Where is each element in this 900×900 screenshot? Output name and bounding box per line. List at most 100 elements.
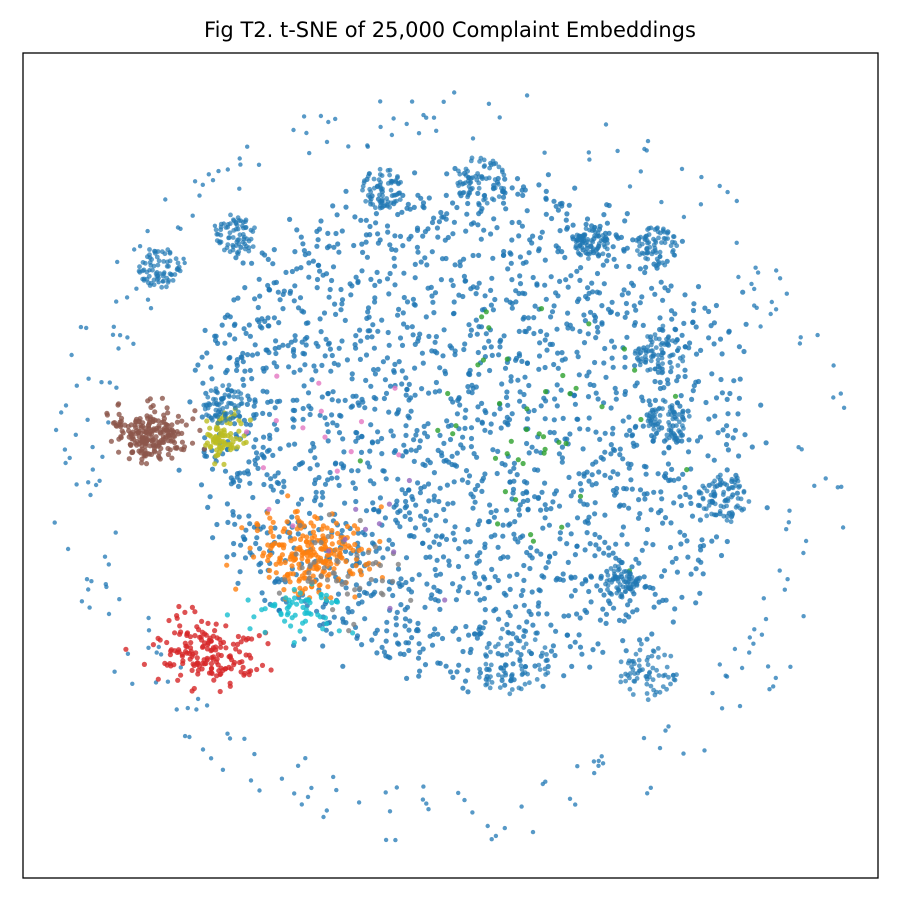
point-2220 [662,515,669,521]
point-1435 [287,288,294,294]
point-1682 [688,500,694,506]
plot-frame [22,52,879,879]
point-511 [413,448,419,454]
point-1157 [433,379,439,386]
point-2041 [657,315,663,321]
point-2789 [331,551,337,557]
point-4053 [497,685,503,690]
point-1351 [574,349,580,355]
point-2187 [408,533,414,539]
point-1506 [409,635,415,641]
point-203 [409,99,415,104]
point-1131 [640,398,646,404]
point-909 [514,472,520,478]
point-1898 [386,342,392,348]
point-1008 [490,255,496,261]
point-564 [368,422,374,428]
point-1621 [247,521,253,527]
point-3666 [660,260,665,266]
point-3943 [627,586,632,592]
point-2704 [310,529,316,535]
point-1505 [460,445,466,451]
point-1243 [570,236,576,242]
point-1709 [315,237,321,243]
point-1727 [693,351,700,357]
point-1335 [630,282,637,289]
point-2231 [382,377,388,383]
point-1859 [295,305,302,311]
point-1136 [460,293,466,300]
point-3585 [579,245,585,251]
point-3734 [648,348,654,354]
point-3058 [235,641,241,648]
point-3142 [357,458,363,464]
point-528 [611,447,618,453]
point-4019 [632,679,638,684]
point-2284 [273,279,279,285]
point-243 [210,178,216,183]
point-268 [551,303,557,309]
point-3921 [619,593,625,599]
point-1368 [719,390,726,396]
point-2562 [152,409,158,415]
point-3131 [556,439,562,445]
point-607 [301,383,307,389]
point-379 [572,185,578,191]
point-2576 [160,436,166,443]
point-2663 [352,594,358,600]
point-1016 [515,191,521,197]
point-2138 [290,424,296,430]
point-1317 [613,541,619,547]
point-2048 [400,310,406,316]
point-3126 [289,615,295,621]
point-1818 [718,376,724,383]
point-1089 [260,524,266,530]
point-1643 [257,546,263,552]
point-3658 [652,245,658,251]
point-3848 [712,484,718,490]
point-3167 [445,390,451,397]
point-1623 [353,582,359,588]
point-1509 [504,389,510,395]
point-2147 [700,543,707,549]
point-1112 [607,600,613,607]
point-613 [274,427,280,433]
point-3118 [318,595,324,601]
point-18 [112,669,117,674]
point-1800 [373,578,379,584]
point-236 [596,758,601,764]
point-3387 [170,278,176,283]
point-1160 [586,369,592,375]
point-2072 [450,231,456,237]
point-2927 [171,662,177,668]
point-2037 [362,616,368,622]
point-47 [763,616,769,622]
point-932 [345,605,351,611]
point-1389 [624,432,630,438]
point-1536 [525,315,532,321]
point-1213 [436,388,443,394]
point-1689 [460,685,466,691]
point-3172 [502,489,508,495]
point-735 [601,360,607,366]
point-140 [752,627,757,632]
point-1279 [384,619,390,625]
point-2053 [243,330,249,336]
point-3438 [463,180,468,186]
point-1797 [291,353,297,359]
point-2106 [231,322,237,328]
point-99 [52,520,57,525]
point-2874 [254,527,260,534]
point-3173 [541,450,547,456]
point-1963 [259,452,265,458]
point-3128 [306,610,312,616]
point-3778 [653,431,659,437]
point-939 [411,437,417,443]
point-1844 [507,647,514,653]
point-1731 [457,584,463,590]
point-3690 [660,361,665,366]
point-1315 [591,382,597,388]
point-1537 [353,438,359,444]
point-2954 [213,621,219,627]
point-58 [299,802,304,807]
